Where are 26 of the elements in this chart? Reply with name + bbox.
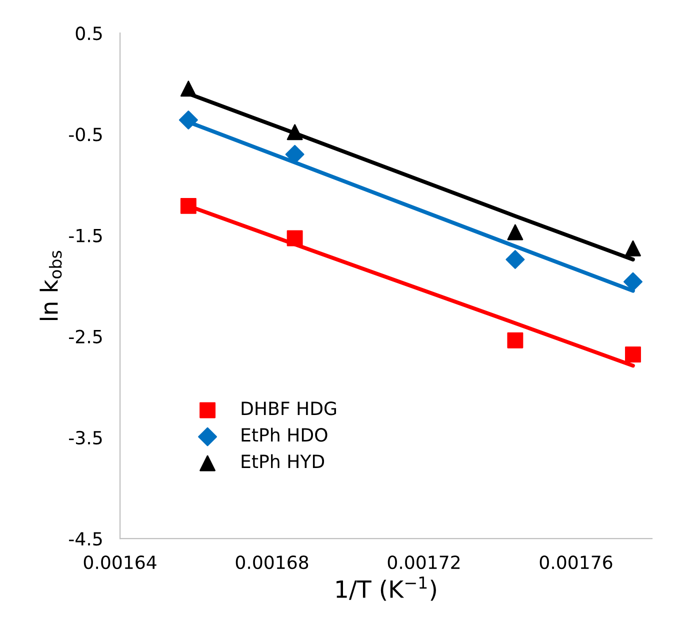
legend-label: DHBF HDG (242, 402, 336, 416)
point (507, 224, 524, 240)
point (286, 230, 303, 246)
point (180, 80, 196, 97)
x-axis-title: 1/T (K$^{−1}$) (336, 576, 436, 601)
point (625, 240, 641, 256)
legend-label: EtPh HYD (242, 454, 324, 468)
y-tick-label: -4.5 (69, 532, 102, 546)
point (178, 110, 198, 130)
x-tick-label: 0.00168 (236, 555, 308, 570)
point (625, 346, 641, 363)
point (180, 198, 196, 214)
point (506, 250, 525, 269)
x-tick-label: 0.00164 (84, 555, 156, 570)
y-tick-label: -2.5 (69, 330, 102, 344)
y-tick-label: 0.5 (76, 26, 102, 40)
point (507, 332, 524, 348)
y-tick-label: -1.5 (69, 228, 102, 242)
y-axis-title: ln k$_{obs}$ (40, 250, 62, 320)
point (286, 124, 303, 140)
legend-label: EtPh HDO (242, 428, 328, 442)
y-tick-label: -0.5 (69, 128, 102, 142)
x-tick-label: 0.00176 (540, 555, 612, 570)
x-tick-label: 0.00172 (388, 555, 460, 570)
y-tick-label: -3.5 (69, 430, 102, 445)
point (624, 272, 642, 292)
